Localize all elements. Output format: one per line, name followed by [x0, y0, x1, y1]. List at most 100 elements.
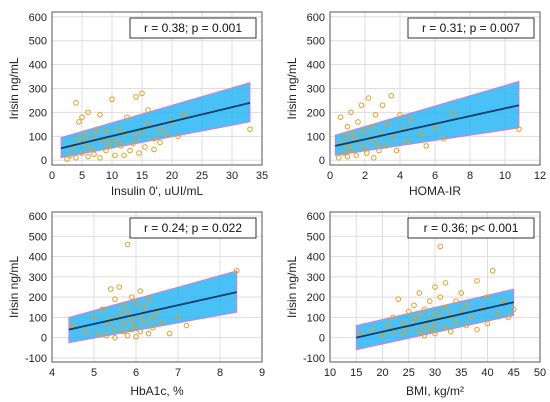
chart-0-point-0 [64, 156, 70, 162]
chart-1-point-25 [376, 147, 382, 154]
chart-3-point-45 [484, 320, 491, 327]
chart-0-point-26 [115, 126, 121, 132]
chart-3-xtick-label-8: 50 [534, 367, 546, 379]
chart-3-ytick-label-1: 0 [319, 333, 325, 345]
chart-1-point-30 [388, 92, 395, 99]
chart-2-point-11 [112, 334, 118, 341]
chart-1-point-32 [393, 147, 400, 154]
chart-2-point-19 [124, 332, 131, 339]
chart-2-point-38 [166, 330, 173, 337]
chart-0-point-30 [121, 152, 127, 159]
chart-0-point-20 [103, 128, 109, 135]
chart-3-point-8 [400, 330, 407, 337]
chart-2-point-16 [120, 320, 127, 327]
chart-2-ytick-label-4: 300 [29, 272, 47, 284]
chart-1-point-3 [341, 150, 347, 156]
chart-3-ytick-label-5: 400 [307, 252, 325, 264]
chart-1-annotation: r = 0.31; p = 0.007 [422, 21, 520, 35]
chart-2-point-4 [99, 306, 106, 313]
chart-3-x-axis-label: BMI, kg/m² [406, 384, 464, 398]
chart-0-regression-line [60, 101, 251, 150]
chart-3-xtick-label-6: 40 [481, 367, 493, 379]
chart-0-xtick-label-0: 0 [49, 170, 55, 182]
chart-3-point-4 [390, 314, 396, 321]
chart-3-point-44 [484, 294, 491, 300]
chart-1-regression-line [335, 104, 520, 147]
chart-2-point-22 [129, 326, 135, 333]
chart-3-xtick-label-1: 15 [350, 367, 362, 379]
chart-0-ytick-label-3: 300 [29, 84, 47, 96]
chart-3-regression-line [356, 301, 514, 339]
chart-3-point-24 [432, 322, 438, 329]
chart-0-ytick-label-6: 600 [29, 12, 47, 24]
chart-2-point-32 [145, 330, 152, 337]
chart-0-point-36 [136, 150, 142, 156]
chart-3-point-40 [468, 314, 475, 321]
chart-2-ytick-label-7: 600 [29, 211, 47, 223]
chart-3-y-axis-label: Irisin ng/mL [285, 256, 299, 318]
chart-3-point-15 [416, 290, 423, 296]
chart-0-point-7 [79, 114, 85, 120]
chart-0-point-37 [139, 90, 145, 97]
chart-1-point-17 [362, 145, 368, 152]
chart-3-point-25 [432, 330, 438, 337]
chart-3-point-23 [432, 310, 438, 317]
chart-0-point-40 [145, 107, 151, 113]
chart-2-ytick-label-6: 500 [29, 231, 47, 243]
chart-0-point-5 [76, 119, 82, 125]
chart-3-point-30 [442, 324, 449, 331]
chart-0-xtick-label-4: 20 [166, 170, 178, 182]
chart-2-point-29 [137, 328, 143, 335]
chart-3-point-48 [500, 298, 507, 304]
chart-0-panel: 0 5 10 15 20 25 30 35 0 100 200 300 400 500 600 Insulin… [7, 11, 268, 198]
chart-0-point-23 [109, 96, 115, 103]
chart-0-xtick-label-6: 30 [226, 170, 238, 182]
chart-1-xtick-label-4: 8 [467, 170, 473, 182]
chart-2-xtick-label-0: 4 [49, 367, 55, 379]
chart-1-ytick-label-2: 200 [307, 107, 325, 119]
chart-3-xtick-label-3: 25 [403, 367, 415, 379]
chart-1-point-8 [348, 109, 354, 116]
chart-3-ytick-label-2: 100 [307, 312, 325, 324]
chart-3-point-17 [421, 306, 428, 313]
chart-0-point-34 [133, 94, 139, 100]
chart-1-point-4 [342, 133, 349, 140]
chart-1-point-9 [348, 147, 354, 154]
chart-3-point-47 [495, 310, 501, 317]
chart-1-x-axis-label: HOMA-IR [409, 184, 461, 198]
chart-3-point-50 [510, 306, 517, 313]
chart-0-point-13 [88, 145, 94, 152]
chart-0-point-27 [115, 139, 121, 146]
chart-3-point-19 [426, 298, 433, 304]
chart-2-xtick-label-4: 8 [217, 367, 223, 379]
chart-3-point-18 [421, 332, 428, 339]
chart-2-y-axis-label: Irisin ng/mL [7, 256, 21, 318]
chart-1-point-1 [337, 114, 344, 120]
chart-0-point-46 [163, 131, 169, 137]
chart-2-point-7 [108, 286, 114, 292]
chart-0-point-45 [157, 139, 163, 146]
chart-0-annotation: r = 0.38; p = 0.001 [144, 21, 242, 35]
chart-1-point-12 [353, 152, 360, 159]
chart-2-point-14 [120, 328, 127, 335]
chart-1-frame [329, 11, 541, 166]
chart-3-point-31 [442, 280, 449, 286]
chart-0-point-22 [106, 143, 112, 149]
chart-3-point-35 [453, 318, 459, 325]
chart-3-point-26 [437, 243, 444, 250]
chart-1-ytick-label-5: 500 [307, 36, 325, 48]
chart-1-ytick-label-3: 300 [307, 84, 325, 96]
chart-2-point-24 [133, 300, 139, 307]
chart-0-point-4 [73, 155, 79, 161]
chart-2-point-25 [133, 322, 139, 329]
chart-1-ytick-label-4: 400 [307, 60, 325, 72]
chart-1-xtick-label-5: 10 [499, 170, 511, 182]
chart-2-point-1 [82, 328, 89, 335]
chart-1-ytick-label-1: 100 [307, 131, 325, 143]
chart-3-point-3 [384, 322, 391, 329]
chart-3-annotation-box [407, 217, 535, 239]
chart-1-ci-band [334, 80, 520, 156]
chart-3-ytick-label-3: 200 [307, 292, 325, 304]
chart-2-point-9 [112, 296, 118, 302]
chart-0-point-21 [103, 147, 109, 154]
